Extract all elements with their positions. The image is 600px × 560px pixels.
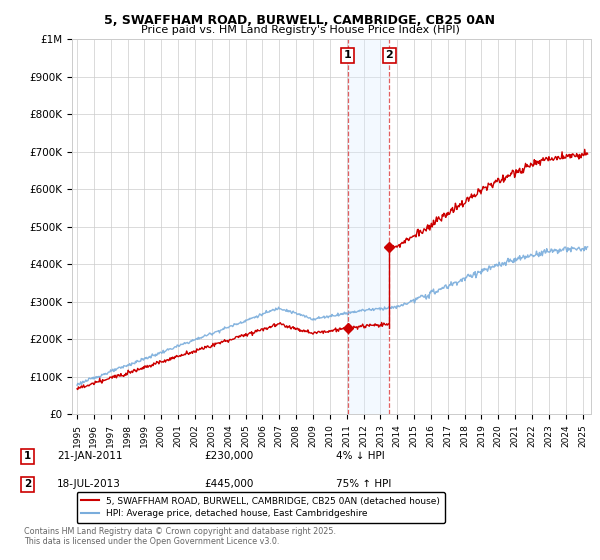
Text: 21-JAN-2011: 21-JAN-2011 xyxy=(57,451,122,461)
Text: 18-JUL-2013: 18-JUL-2013 xyxy=(57,479,121,489)
Text: Price paid vs. HM Land Registry's House Price Index (HPI): Price paid vs. HM Land Registry's House … xyxy=(140,25,460,35)
Text: Contains HM Land Registry data © Crown copyright and database right 2025.
This d: Contains HM Land Registry data © Crown c… xyxy=(24,526,336,546)
Text: 5, SWAFFHAM ROAD, BURWELL, CAMBRIDGE, CB25 0AN: 5, SWAFFHAM ROAD, BURWELL, CAMBRIDGE, CB… xyxy=(104,14,496,27)
Text: 2: 2 xyxy=(24,479,31,489)
Text: 4% ↓ HPI: 4% ↓ HPI xyxy=(336,451,385,461)
Legend: 5, SWAFFHAM ROAD, BURWELL, CAMBRIDGE, CB25 0AN (detached house), HPI: Average pr: 5, SWAFFHAM ROAD, BURWELL, CAMBRIDGE, CB… xyxy=(77,492,445,522)
Text: £230,000: £230,000 xyxy=(204,451,253,461)
Text: 75% ↑ HPI: 75% ↑ HPI xyxy=(336,479,391,489)
Text: £445,000: £445,000 xyxy=(204,479,253,489)
Text: 1: 1 xyxy=(24,451,31,461)
Bar xyxy=(347,39,389,414)
Text: 2: 2 xyxy=(386,50,394,60)
Text: 1: 1 xyxy=(344,50,352,60)
